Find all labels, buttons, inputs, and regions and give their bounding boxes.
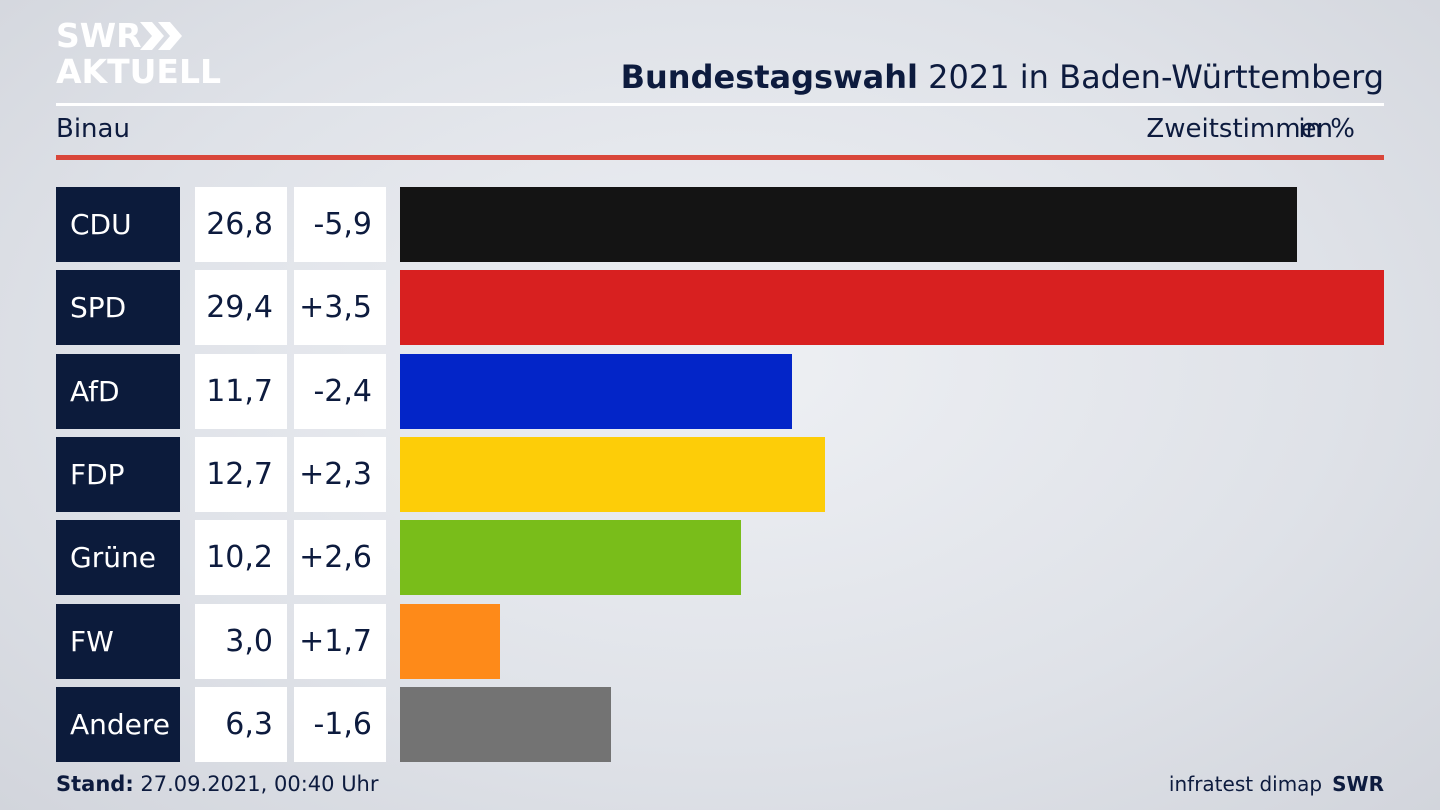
swr-aktuell-logo: SWR AKTUELL (56, 16, 236, 96)
accent-divider (56, 155, 1384, 160)
chart-row: AfD 11,7 -2,4 (56, 354, 1384, 429)
change-label: +3,5 (294, 270, 386, 345)
logo-text-aktuell: AKTUELL (56, 52, 222, 91)
logo-text-swr: SWR (56, 16, 142, 55)
bar-fdp (400, 437, 825, 512)
bar-spd (400, 270, 1384, 345)
party-label: FDP (56, 437, 180, 512)
chart-row: FDP 12,7 +2,3 (56, 437, 1384, 512)
bar-andere (400, 687, 611, 762)
chart-row: Andere 6,3 -1,6 (56, 687, 1384, 762)
party-label: AfD (56, 354, 180, 429)
metric-label: Zweitstimmen (1146, 114, 1333, 144)
vote-share-label: 29,4 (195, 270, 287, 345)
vote-share-label: 6,3 (195, 687, 287, 762)
party-label: Grüne (56, 520, 180, 595)
party-label: SPD (56, 270, 180, 345)
vote-share-label: 3,0 (195, 604, 287, 679)
chart-row: SPD 29,4 +3,5 (56, 270, 1384, 345)
vote-share-label: 26,8 (195, 187, 287, 262)
page-title: Bundestagswahl 2021 in Baden-Württemberg (621, 58, 1384, 96)
chart-row: Grüne 10,2 +2,6 (56, 520, 1384, 595)
bar-afd (400, 354, 792, 429)
stand-label: Stand: (56, 772, 134, 796)
chart-row: FW 3,0 +1,7 (56, 604, 1384, 679)
bar-fw (400, 604, 500, 679)
change-label: -5,9 (294, 187, 386, 262)
title-rest: 2021 in Baden-Württemberg (928, 58, 1384, 96)
bar-grne (400, 520, 741, 595)
change-label: +1,7 (294, 604, 386, 679)
unit-label: in % (1298, 114, 1355, 144)
region-label: Binau (56, 114, 130, 144)
change-label: -2,4 (294, 354, 386, 429)
title-bold: Bundestagswahl (620, 58, 918, 96)
party-label: Andere (56, 687, 180, 762)
stand-value: 27.09.2021, 00:40 Uhr (140, 772, 379, 796)
source-brand: SWR (1332, 772, 1384, 796)
source-name: infratest dimap (1168, 772, 1323, 796)
change-label: +2,3 (294, 437, 386, 512)
timestamp: Stand: 27.09.2021, 00:40 Uhr (56, 772, 379, 796)
vote-share-label: 10,2 (195, 520, 287, 595)
vote-share-label: 11,7 (195, 354, 287, 429)
bar-cdu (400, 187, 1297, 262)
double-chevron-icon (140, 22, 182, 50)
party-label: FW (56, 604, 180, 679)
source-credit: infratest dimap SWR (1169, 772, 1384, 796)
change-label: -1,6 (294, 687, 386, 762)
change-label: +2,6 (294, 520, 386, 595)
header-divider (56, 103, 1384, 106)
party-label: CDU (56, 187, 180, 262)
vote-share-label: 12,7 (195, 437, 287, 512)
chart-row: CDU 26,8 -5,9 (56, 187, 1384, 262)
